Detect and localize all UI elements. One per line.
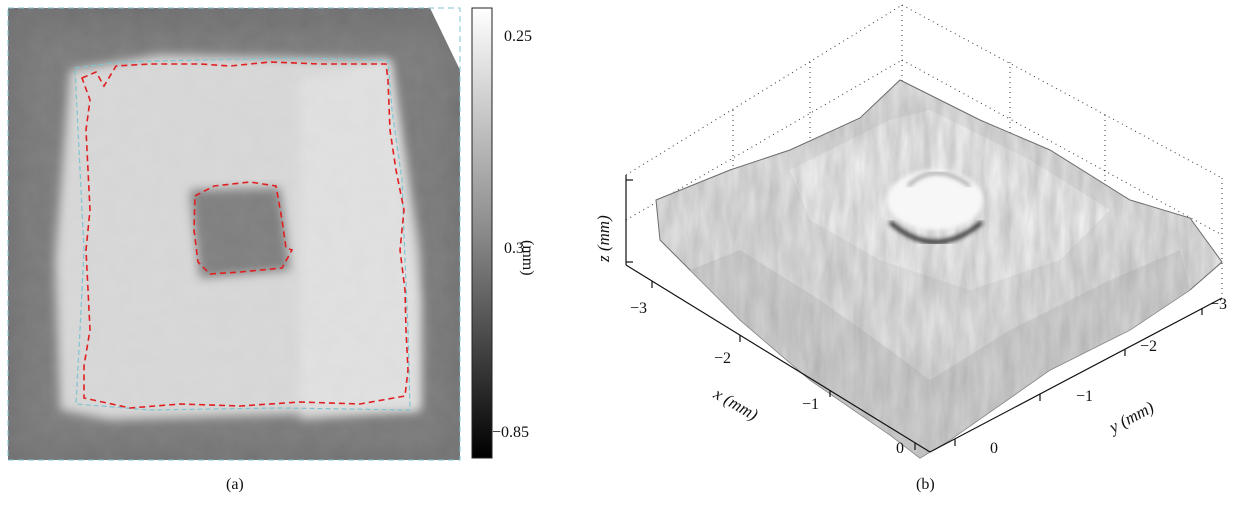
colorbar-unit-label: (mm) xyxy=(519,240,536,276)
y-tick-label: 0 xyxy=(990,440,998,457)
y-tick-label: −2 xyxy=(1140,338,1158,355)
colorbar-tick-label-top: 0.25 xyxy=(504,28,532,45)
image-frame xyxy=(7,7,461,461)
x-tick-label: −2 xyxy=(714,350,732,367)
z-axis-label: z (mm) xyxy=(594,215,613,262)
inner-contour xyxy=(193,181,294,275)
panel-a-graphic xyxy=(7,7,493,461)
caption-b: (b) xyxy=(916,476,935,493)
colorbar xyxy=(471,7,493,459)
panel-a: 0.25 0.3 −0.85 xyxy=(0,0,532,500)
outer-contour xyxy=(80,61,409,409)
surface-3d xyxy=(655,79,1223,459)
panel-b-graphic xyxy=(625,4,1223,459)
colorbar-tick-label-mid: 0.3 xyxy=(504,240,524,257)
y-tick-label: −3 xyxy=(1210,296,1228,313)
caption-a: (a) xyxy=(226,476,244,493)
axes-lines xyxy=(625,175,1223,453)
x-tick-label: 0 xyxy=(896,440,904,457)
plateau-outline-cyan xyxy=(74,57,411,411)
panel-b: −3 −2 −1 0 0 −1 −2 −3 x (mm) y (mm) z (m… xyxy=(590,0,1240,500)
x-tick-label: −3 xyxy=(630,300,648,317)
x-tick-label: −1 xyxy=(802,396,820,413)
colorbar-tick-label-bottom: −0.85 xyxy=(492,424,530,441)
height-map-image xyxy=(8,8,460,460)
y-tick-label: −1 xyxy=(1076,388,1094,405)
